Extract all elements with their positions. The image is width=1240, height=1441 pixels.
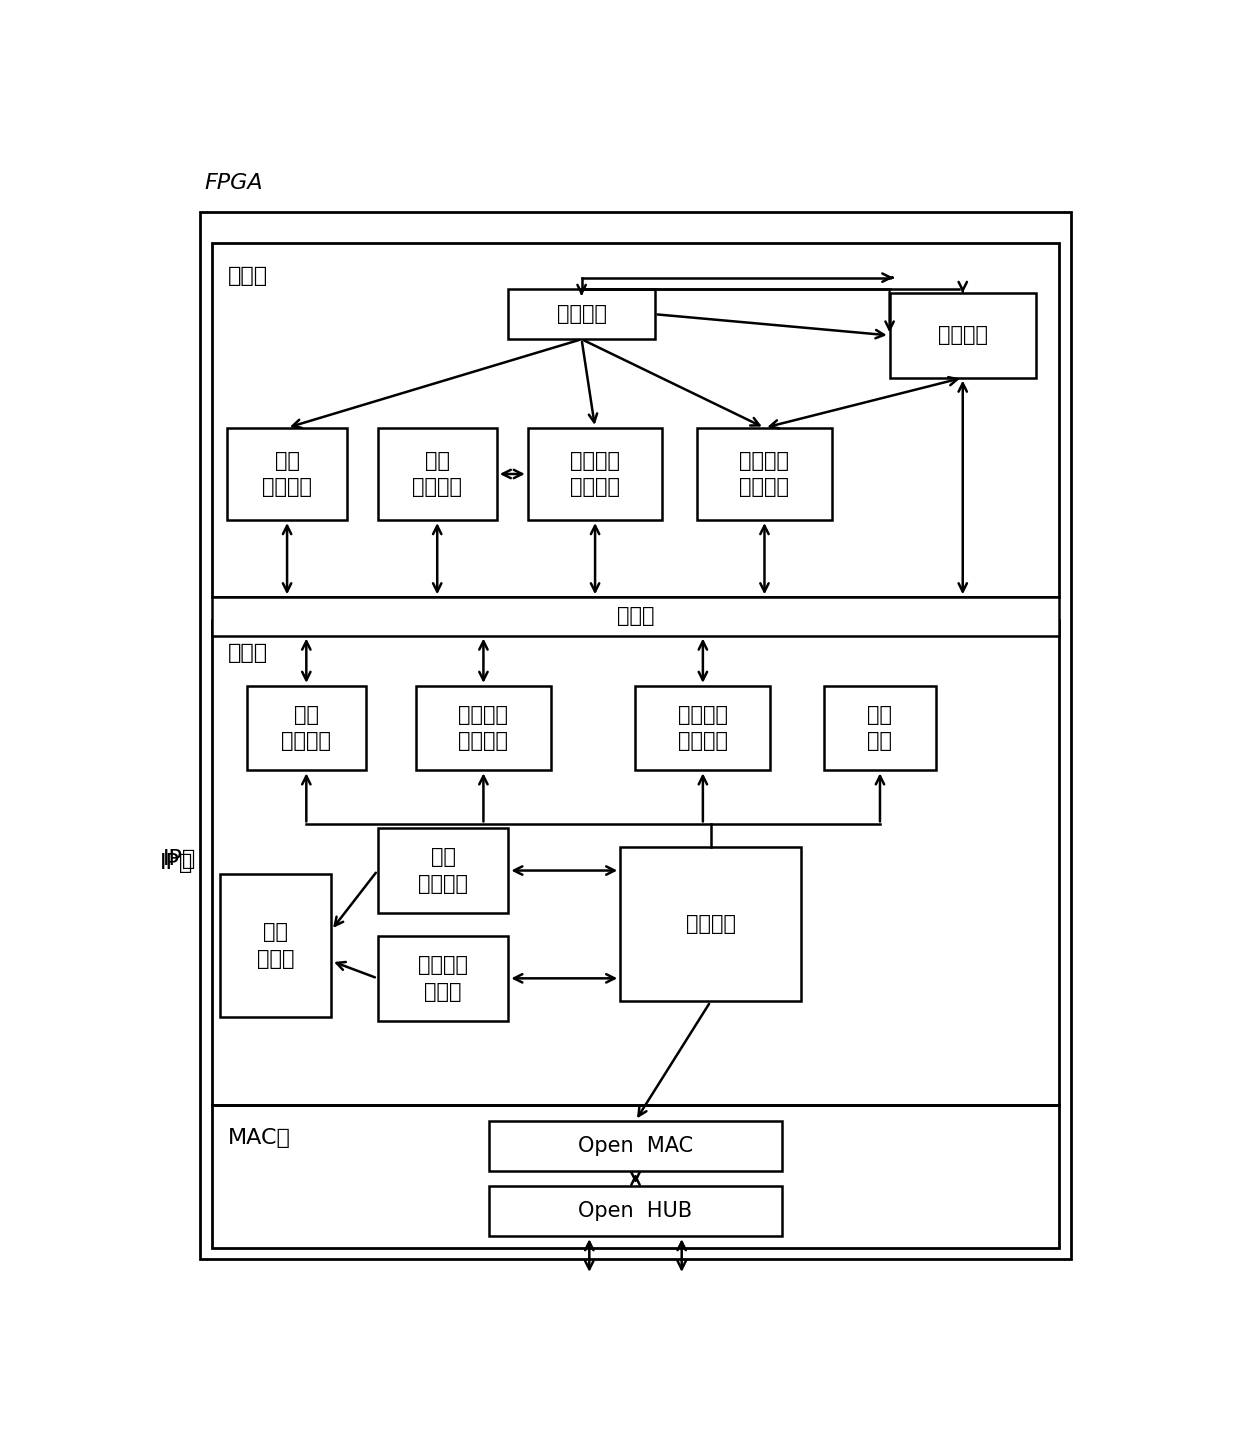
Text: 网络
状态机二: 网络 状态机二	[418, 847, 467, 893]
Bar	[377, 829, 508, 914]
Bar	[508, 290, 655, 339]
Text: IP核: IP核	[164, 849, 197, 869]
Bar	[212, 1105, 1059, 1248]
Bar	[825, 686, 936, 771]
Bar	[227, 428, 347, 520]
Bar	[212, 597, 1059, 635]
Text: 服务数据
对象模块: 服务数据 对象模块	[739, 451, 790, 497]
Text: 时钟
同步: 时钟 同步	[868, 705, 893, 751]
Text: 事件
寄存器: 事件 寄存器	[257, 922, 294, 968]
Bar	[635, 686, 770, 771]
Bar	[377, 428, 497, 520]
Text: IP核: IP核	[160, 853, 192, 873]
Text: 控制器二: 控制器二	[686, 915, 735, 934]
Bar	[247, 686, 366, 771]
Text: Open  MAC: Open MAC	[578, 1136, 693, 1156]
Bar	[528, 428, 662, 520]
Bar	[490, 1186, 781, 1236]
Bar	[219, 875, 331, 1017]
Bar	[889, 293, 1035, 378]
Bar	[212, 244, 1059, 597]
Text: 中断
产生器二: 中断 产生器二	[281, 705, 331, 751]
Bar	[417, 686, 551, 771]
Text: Open  HUB: Open HUB	[578, 1202, 693, 1222]
Text: 同步数据
缓存模块: 同步数据 缓存模块	[459, 705, 508, 751]
Text: 中断
产生器一: 中断 产生器一	[412, 451, 463, 497]
Text: FPGA: FPGA	[205, 173, 263, 193]
Text: MAC层: MAC层	[227, 1128, 290, 1148]
Bar	[490, 1121, 781, 1172]
Text: 控制器一: 控制器一	[557, 304, 606, 324]
Text: 用户层: 用户层	[227, 267, 268, 287]
Text: 异步数据
缓存模块: 异步数据 缓存模块	[678, 705, 728, 751]
Text: 过程数据
对象模块: 过程数据 对象模块	[570, 451, 620, 497]
Text: 数据链路
状态机: 数据链路 状态机	[418, 955, 467, 1001]
Bar	[620, 847, 801, 1001]
Bar	[377, 937, 508, 1020]
Text: 对象字典: 对象字典	[937, 326, 988, 346]
Text: 软接口: 软接口	[616, 607, 655, 627]
Text: 内核层: 内核层	[227, 643, 268, 663]
Bar	[697, 428, 832, 520]
Bar	[212, 620, 1059, 1105]
Text: 网络
状态机一: 网络 状态机一	[262, 451, 312, 497]
